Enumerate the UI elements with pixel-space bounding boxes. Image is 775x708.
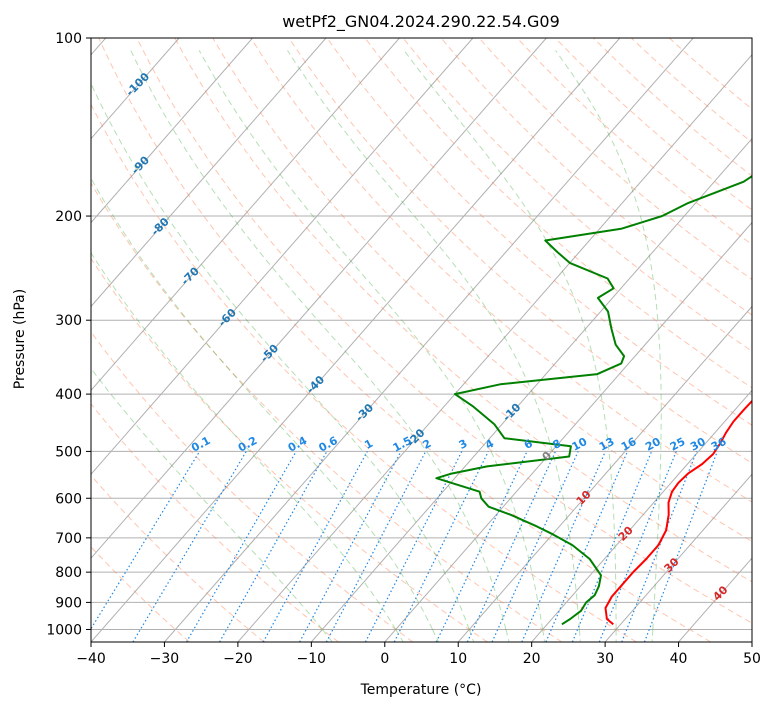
- x-tick-label: 30: [596, 651, 614, 667]
- isotherm-line: [91, 38, 327, 308]
- moist-adiabat: [91, 367, 333, 642]
- dry-adiabat: [516, 38, 752, 246]
- mixing-ratio-label: 20: [643, 435, 663, 454]
- dry-adiabat: [91, 182, 563, 642]
- mixing-ratio-line: [545, 451, 628, 642]
- mixing-ratio-line: [435, 451, 528, 642]
- x-tick-label: 10: [449, 651, 467, 667]
- mixing-ratio-label: 13: [597, 435, 617, 454]
- moist-adiabat: [91, 252, 404, 642]
- moist-adiabat: [91, 82, 475, 642]
- plot-area: 0.1 0.2 0.4 0.6 1 1.5 2 3 4 6 8 10 13 16 20 25 30 36-100-…: [90, 37, 753, 643]
- mixing-ratio-line: [521, 451, 606, 642]
- moist-adiabat: [403, 50, 617, 642]
- y-tick-label: 700: [55, 531, 82, 547]
- x-axis-label: Temperature (°C): [360, 682, 482, 698]
- y-tick-label: 200: [55, 209, 82, 225]
- mixing-ratio-line: [219, 451, 328, 642]
- mixing-ratio-line: [91, 451, 201, 630]
- mixing-ratio-line: [491, 451, 579, 642]
- mixing-ratio-label: 10: [570, 435, 590, 454]
- mixing-ratio-line: [621, 451, 698, 642]
- dry-adiabat: [174, 38, 752, 583]
- y-axis: 100 200 300 400 500 600 700 800 900 1000: [46, 31, 91, 638]
- isotherm-line: [237, 54, 752, 642]
- dry-adiabat: [136, 38, 752, 624]
- x-tick-label: 40: [670, 651, 688, 667]
- moist-adiabat: [287, 50, 581, 642]
- dry-adiabat: [91, 257, 488, 642]
- y-tick-label: 800: [55, 565, 82, 581]
- x-axis: −40 −30 −20 −10 0 10 20 30 40 50: [76, 642, 761, 667]
- mixing-ratio-line: [132, 451, 247, 642]
- mixing-ratio-label: 4: [483, 437, 496, 452]
- isotherm-line: [91, 38, 474, 475]
- mixing-ratio-label: 1: [362, 437, 375, 452]
- isotherm-line: [751, 641, 752, 642]
- temperature-profile: [604, 399, 752, 626]
- x-tick-label: 0: [380, 651, 389, 667]
- dry-adiabat: [250, 38, 752, 503]
- mixing-ratio-label: 16: [619, 435, 639, 454]
- mixing-ratio-label: 30: [688, 435, 708, 454]
- isotherm-line: [457, 305, 752, 642]
- isotherm-line: [604, 473, 752, 642]
- x-tick-label: −40: [76, 651, 106, 667]
- y-axis-label: Pressure (hPa): [12, 289, 28, 389]
- mixing-ratio-line: [598, 451, 677, 642]
- y-tick-label: 500: [55, 444, 82, 460]
- isotherm-line: [91, 38, 400, 392]
- isotherm-line: [91, 38, 621, 642]
- mixing-ratio-label: 36: [709, 435, 729, 454]
- chart-title: wetPf2_GN04.2024.290.22.54.G09: [282, 12, 560, 32]
- isotherm-line: [164, 38, 694, 642]
- y-tick-label: 900: [55, 595, 82, 611]
- mixing-ratio-line: [185, 451, 297, 642]
- isotherm-line: [384, 221, 752, 642]
- plot-clip: 0.1 0.2 0.4 0.6 1 1.5 2 3 4 6 8 10 13 16 20 25 30 36-100-…: [91, 38, 752, 642]
- x-tick-label: −10: [297, 651, 327, 667]
- dry-adiabat: [91, 103, 637, 642]
- x-tick-label: −20: [223, 651, 253, 667]
- y-tick-label: 600: [55, 491, 82, 507]
- isotherm-line: [310, 137, 752, 642]
- y-tick-label: 300: [55, 313, 82, 329]
- dry-adiabat: [326, 38, 752, 426]
- isotherm-line: [531, 389, 752, 642]
- moist-adiabat: [198, 50, 546, 642]
- mixing-ratio-label: 6: [522, 437, 535, 452]
- x-tick-label: −30: [150, 651, 180, 667]
- dry-adiabat: [91, 546, 190, 642]
- isotherm-line: [678, 557, 752, 642]
- mixing-ratio-line: [393, 451, 489, 642]
- mixing-ratio-label: 3: [457, 437, 470, 452]
- mixing-ratio-label: 25: [668, 435, 688, 454]
- mixing-ratio-line: [466, 451, 557, 642]
- moist-adiabat: [555, 50, 662, 642]
- x-tick-label: 50: [743, 651, 761, 667]
- dewpoint-profile: [435, 175, 752, 626]
- y-tick-label: 1000: [46, 622, 82, 638]
- dry-adiabat: [288, 38, 752, 464]
- dry-adiabat: [91, 474, 265, 642]
- y-tick-label: 400: [55, 387, 82, 403]
- isotherm-line: [91, 38, 547, 559]
- mixing-ratio-line: [571, 451, 653, 642]
- y-tick-label: 100: [55, 31, 82, 47]
- x-tick-label: 20: [523, 651, 541, 667]
- isotherm-line: [91, 38, 253, 224]
- mixing-ratio-line: [262, 451, 368, 642]
- dry-adiabat: [98, 38, 712, 642]
- dry-adiabat: [212, 38, 752, 543]
- dry-adiabat: [364, 38, 752, 389]
- moist-adiabat: [130, 50, 510, 642]
- plot-frame: [90, 37, 753, 643]
- mixing-ratio-line: [325, 451, 427, 642]
- dry-adiabat: [402, 38, 752, 352]
- dry-adiabat: [91, 403, 339, 642]
- moist-adiabat: [91, 177, 439, 642]
- dry-adiabat: [91, 331, 414, 642]
